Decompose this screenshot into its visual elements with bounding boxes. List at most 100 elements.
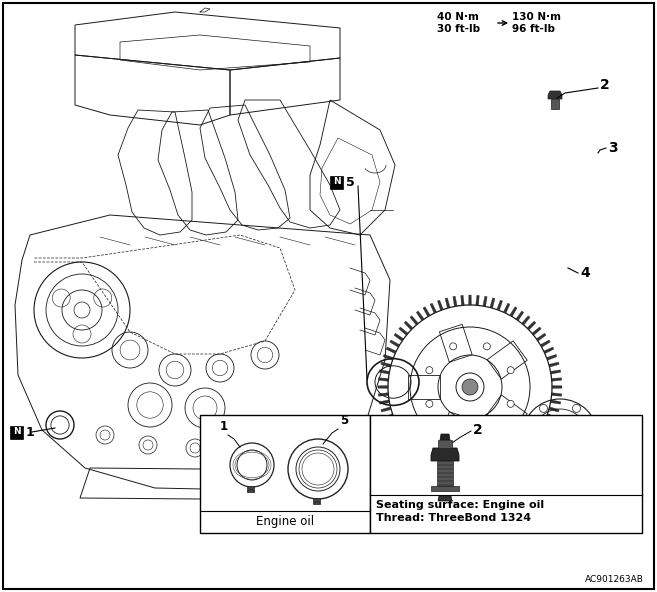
Polygon shape [536,433,546,441]
Polygon shape [547,414,557,420]
Bar [438,440,452,448]
Circle shape [507,366,514,374]
Polygon shape [503,303,510,313]
Polygon shape [510,457,517,467]
Polygon shape [516,311,524,321]
Text: N: N [332,178,340,186]
Bar [431,486,459,491]
Polygon shape [510,307,517,317]
Polygon shape [440,434,450,440]
Polygon shape [549,362,559,367]
Circle shape [449,424,457,431]
Polygon shape [527,444,536,453]
Bar [330,175,343,188]
Bar [313,498,320,504]
Polygon shape [383,355,394,361]
Circle shape [507,400,514,407]
Circle shape [426,366,433,374]
Polygon shape [404,444,413,453]
Bar [10,426,23,439]
Polygon shape [445,466,450,476]
Text: 96 ft-lb: 96 ft-lb [512,24,555,34]
Polygon shape [386,347,396,353]
Polygon shape [445,298,450,308]
Circle shape [539,462,547,469]
Circle shape [572,462,581,469]
Polygon shape [497,300,503,310]
Polygon shape [394,433,403,441]
Polygon shape [399,439,408,447]
Polygon shape [476,295,479,305]
Text: 4: 4 [580,266,590,280]
Polygon shape [379,400,390,404]
Polygon shape [468,295,472,305]
Polygon shape [540,427,551,434]
Circle shape [484,343,490,350]
Circle shape [449,343,457,350]
Polygon shape [423,457,430,467]
Bar [200,415,370,533]
Polygon shape [476,468,479,479]
Polygon shape [417,311,424,321]
Text: 2: 2 [600,78,610,92]
Polygon shape [453,296,457,307]
Polygon shape [390,427,399,434]
Polygon shape [532,439,541,447]
Polygon shape [549,407,559,412]
Polygon shape [438,496,452,501]
Polygon shape [551,370,561,374]
Polygon shape [483,296,487,307]
Text: 40 N·m: 40 N·m [437,12,479,22]
Circle shape [484,424,490,431]
Polygon shape [548,91,562,99]
Circle shape [539,404,547,413]
Polygon shape [503,461,510,471]
Text: 1: 1 [26,426,35,439]
Polygon shape [468,469,472,479]
Polygon shape [540,340,551,348]
Text: 3: 3 [608,141,618,155]
Text: 2: 2 [473,423,483,437]
Polygon shape [552,385,562,388]
Text: Seating surface: Engine oil: Seating surface: Engine oil [376,500,544,510]
Polygon shape [544,347,554,353]
Polygon shape [461,468,464,479]
Polygon shape [390,340,399,348]
Text: AC901263AB: AC901263AB [585,575,644,584]
Polygon shape [490,298,495,308]
Polygon shape [386,420,396,427]
Polygon shape [522,449,530,458]
Polygon shape [453,468,457,478]
Polygon shape [430,303,437,313]
Polygon shape [544,420,554,427]
Polygon shape [394,333,403,341]
Circle shape [552,429,568,445]
Polygon shape [497,464,503,474]
Polygon shape [490,466,495,476]
Polygon shape [527,321,536,330]
Polygon shape [551,400,561,404]
Circle shape [426,400,433,407]
Polygon shape [410,316,419,325]
Polygon shape [383,414,394,420]
Polygon shape [378,385,388,388]
Text: 5: 5 [346,175,355,188]
Polygon shape [379,370,390,374]
Polygon shape [551,392,562,396]
Polygon shape [461,295,464,305]
Text: 1: 1 [220,420,228,433]
Bar [551,99,559,109]
Polygon shape [378,378,388,381]
Bar [437,461,453,488]
Polygon shape [551,378,562,381]
Polygon shape [536,333,546,341]
Text: 130 N·m: 130 N·m [512,12,561,22]
Polygon shape [438,464,443,474]
Text: 30 ft-lb: 30 ft-lb [437,24,480,34]
Text: N: N [12,427,20,436]
Polygon shape [381,362,391,367]
Circle shape [572,404,581,413]
Circle shape [589,433,597,441]
Polygon shape [381,407,391,412]
Polygon shape [410,449,419,458]
